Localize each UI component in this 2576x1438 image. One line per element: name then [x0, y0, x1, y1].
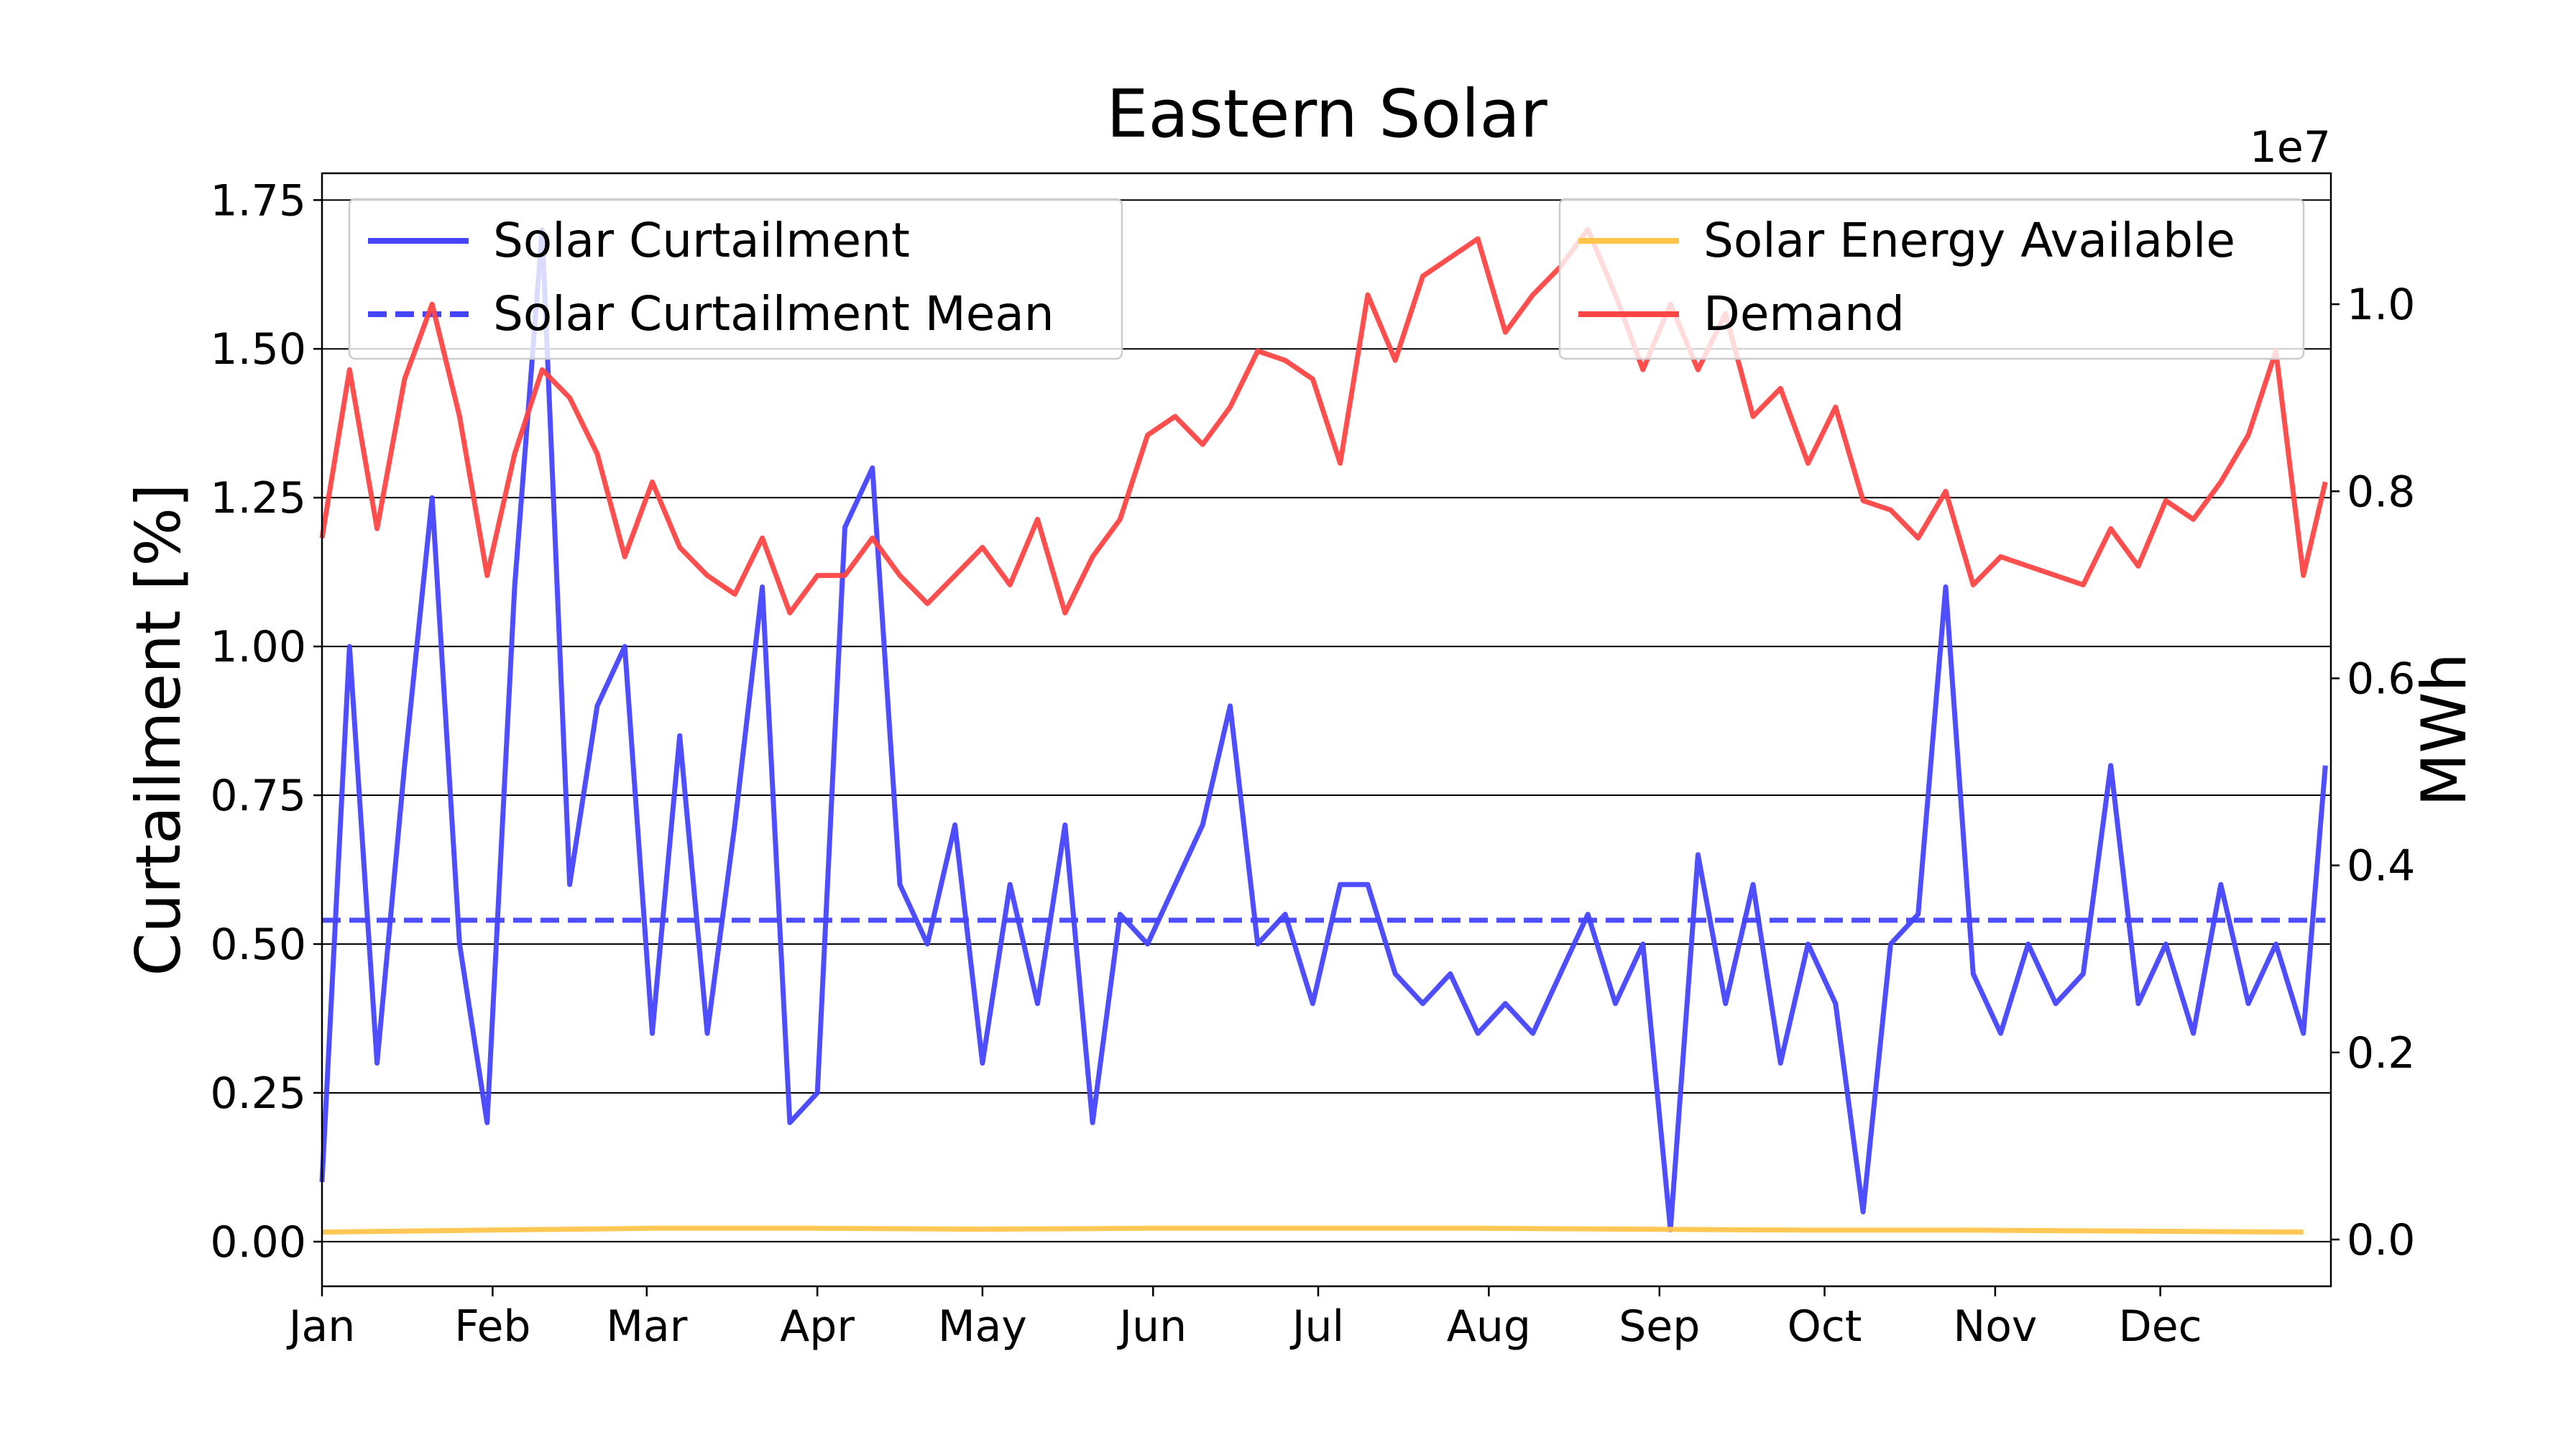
x-tick-label: May — [938, 1301, 1027, 1352]
legend-box — [348, 198, 1123, 360]
y2-tick-label: 0.2 — [2347, 1028, 2415, 1078]
legend-label: Solar Curtailment — [493, 213, 910, 268]
x-tick-label: Apr — [780, 1301, 855, 1352]
y2-tick-label: 1.0 — [2347, 280, 2415, 330]
legend-label: Solar Curtailment Mean — [493, 286, 1054, 342]
x-tick-label: Jun — [1116, 1301, 1187, 1352]
x-tick-label: Oct — [1788, 1301, 1862, 1352]
x-tick-label: Mar — [606, 1301, 688, 1352]
legend-label: Demand — [1703, 286, 1905, 342]
x-tick-label: Nov — [1953, 1301, 2037, 1352]
x-tick-label: Feb — [454, 1301, 530, 1352]
line-series — [319, 226, 2328, 615]
y-tick-label: 1.75 — [210, 175, 306, 226]
y2-tick-label: 0.4 — [2347, 841, 2415, 892]
chart-title: Eastern Solar — [1106, 75, 1547, 152]
x-tick-label: Sep — [1619, 1301, 1700, 1352]
y-tick-label: 1.00 — [210, 622, 306, 672]
y2-tick-label: 0.0 — [2347, 1215, 2415, 1265]
legend: Solar Energy Available Demand — [1558, 198, 2305, 360]
x-tick-label: Jan — [286, 1301, 356, 1352]
y2-axis-label: MWh — [2409, 653, 2480, 807]
x-tick-label: Dec — [2119, 1301, 2202, 1352]
line-series — [319, 227, 2328, 1232]
y-axis-label: Curtailment [%] — [123, 483, 195, 976]
y-tick-label: 1.50 — [210, 324, 306, 375]
y2-tick-label: 0.8 — [2347, 467, 2415, 517]
y2-tick-label: 0.6 — [2347, 654, 2415, 704]
legend-box — [1558, 198, 2305, 360]
legend-label: Solar Energy Available — [1703, 213, 2235, 268]
legend: Solar Curtailment Solar Curtailment Mean — [348, 198, 1123, 360]
plot-frame — [321, 172, 2332, 1288]
x-tick-label: Jul — [1289, 1301, 1344, 1352]
y-tick-label: 0.50 — [210, 920, 306, 970]
x-tick-label: Aug — [1447, 1301, 1531, 1352]
y-tick-label: 1.25 — [210, 473, 306, 523]
y-tick-label: 0.75 — [210, 771, 306, 821]
y2-offset-label: 1e7 — [2250, 122, 2331, 173]
line-series — [321, 1225, 2304, 1235]
y-tick-label: 0.00 — [210, 1217, 306, 1268]
y-tick-label: 0.25 — [210, 1068, 306, 1119]
